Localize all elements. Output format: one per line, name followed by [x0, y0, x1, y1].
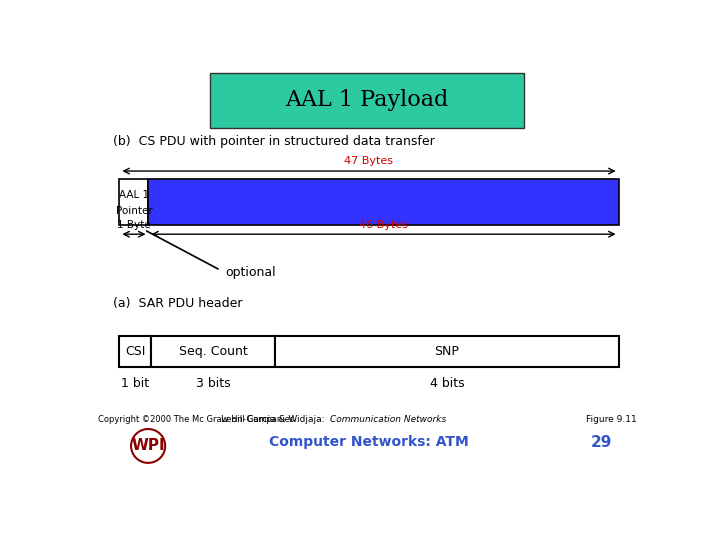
Text: Copyright ©2000 The Mc Graw Hill Companies: Copyright ©2000 The Mc Graw Hill Compani… — [98, 415, 294, 423]
Text: 29: 29 — [591, 435, 612, 450]
Text: 47 Bytes: 47 Bytes — [344, 157, 394, 166]
Text: Leon-Garcia & Widjaja:: Leon-Garcia & Widjaja: — [221, 415, 330, 423]
Bar — [120, 179, 148, 225]
Text: 1 Byte: 1 Byte — [117, 220, 150, 229]
Bar — [210, 72, 524, 128]
Text: SNP: SNP — [435, 345, 459, 357]
Bar — [150, 336, 276, 367]
Bar — [120, 336, 150, 367]
Text: Figure 9.11: Figure 9.11 — [586, 415, 636, 423]
Text: CSI: CSI — [125, 345, 145, 357]
Text: AAL 1: AAL 1 — [119, 190, 149, 200]
Text: 46 Bytes: 46 Bytes — [359, 220, 408, 229]
Text: (b)  CS PDU with pointer in structured data transfer: (b) CS PDU with pointer in structured da… — [113, 136, 435, 148]
Text: optional: optional — [225, 266, 276, 279]
Bar — [276, 336, 618, 367]
Text: 1 bit: 1 bit — [121, 377, 149, 390]
Text: WPI: WPI — [131, 438, 165, 454]
Text: Computer Networks: ATM: Computer Networks: ATM — [269, 435, 469, 449]
Text: (a)  SAR PDU header: (a) SAR PDU header — [113, 297, 243, 310]
Text: Pointer: Pointer — [115, 206, 153, 216]
Text: 3 bits: 3 bits — [196, 377, 230, 390]
Text: Seq. Count: Seq. Count — [179, 345, 248, 357]
Text: 4 bits: 4 bits — [430, 377, 464, 390]
Text: AAL 1 Payload: AAL 1 Payload — [285, 89, 449, 111]
Bar — [148, 179, 618, 225]
Text: Communication Networks: Communication Networks — [330, 415, 446, 423]
